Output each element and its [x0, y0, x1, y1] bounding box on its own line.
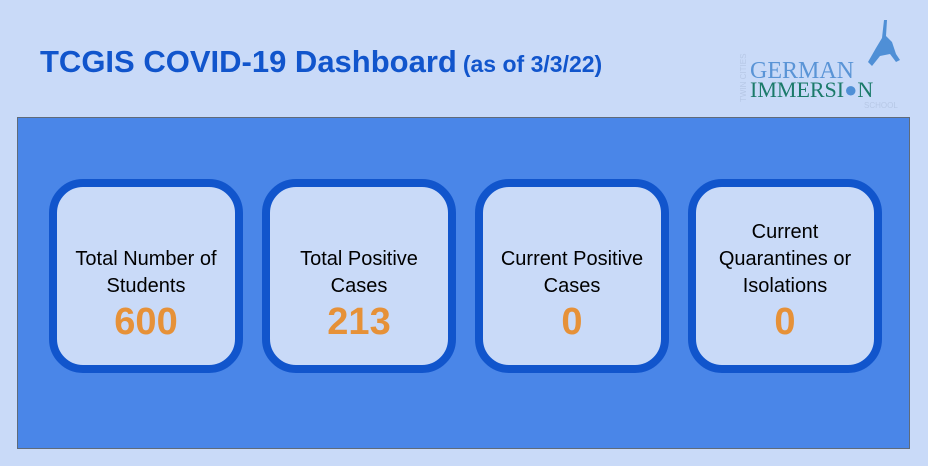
card-current-positive: Current Positive Cases 0: [475, 179, 669, 373]
page-title: TCGIS COVID-19 Dashboard (as of 3/3/22): [40, 44, 602, 80]
card-quarantines: Current Quarantines or Isolations 0: [688, 179, 882, 373]
card-total-positive: Total Positive Cases 213: [262, 179, 456, 373]
svg-text:SCHOOL: SCHOOL: [864, 101, 898, 110]
card-value: 0: [774, 301, 796, 343]
card-value: 213: [327, 301, 391, 343]
card-value: 600: [114, 301, 178, 343]
card-label: Total Number of Students: [75, 248, 217, 297]
logo-german: GERMAN: [750, 58, 854, 84]
card-label: Total Positive Cases: [300, 248, 418, 297]
svg-text:TWIN CITIES: TWIN CITIES: [739, 54, 748, 102]
card-total-students: Total Number of Students 600: [49, 179, 243, 373]
card-label: Current Positive Cases: [500, 248, 644, 297]
logo-immersion: IMMERSI●N: [750, 77, 873, 102]
as-of-date: (as of 3/3/22): [462, 51, 603, 77]
card-label: Current Quarantines or Isolations: [718, 221, 852, 297]
jumping-child-icon: [868, 20, 900, 66]
card-value: 0: [561, 301, 583, 343]
dashboard-title: TCGIS COVID-19 Dashboard: [40, 44, 457, 79]
school-logo: TWIN CITIES GERMAN IMMERSI●N SCHOOL: [739, 20, 900, 110]
